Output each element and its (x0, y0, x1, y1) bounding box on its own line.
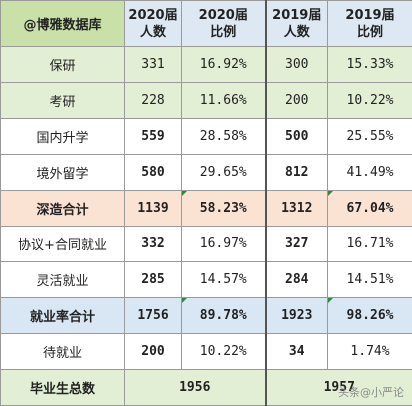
header-2019-count: 2019届 人数 (264, 0, 328, 48)
ratio-2019: 10.22% (327, 82, 412, 119)
ratio-2020: 89.78% (181, 297, 266, 335)
ratio-2020: 10.22% (181, 333, 266, 370)
header-2020-count: 2020届 人数 (124, 0, 182, 48)
row-label: 待就业 (0, 333, 125, 370)
ratio-2020: 16.92% (181, 46, 266, 83)
count-2020: 332 (124, 225, 182, 263)
row-label: 境外留学 (0, 153, 125, 191)
count-2020: 580 (124, 153, 182, 191)
header-row: @博雅数据库 2020届 人数 2020届 比例 2019届 人数 2019届 比例 (0, 0, 412, 48)
count-2019: 284 (264, 261, 328, 299)
table-row: 灵活就业 285 14.57% 284 14.51% (0, 261, 412, 299)
table-row: 境外留学 580 29.65% 812 41.49% (0, 153, 412, 191)
table-row: 就业率合计 1756 89.78% 1923 98.26% (0, 297, 412, 335)
count-2020: 228 (124, 82, 182, 119)
row-label: 考研 (0, 82, 125, 119)
count-2019: 500 (264, 117, 328, 155)
ratio-2019: 16.71% (327, 225, 412, 263)
header-2019-count-line2: 人数 (283, 24, 310, 40)
header-2019-ratio-line1: 2019届 (345, 7, 395, 23)
count-2020: 1139 (124, 189, 182, 227)
total-label: 毕业生总数 (0, 369, 125, 406)
ratio-2020: 29.65% (181, 153, 266, 191)
ratio-2020: 28.58% (181, 117, 266, 155)
count-2020: 1756 (124, 297, 182, 335)
header-2020-ratio-line1: 2020届 (198, 7, 248, 23)
ratio-2019: 41.49% (327, 153, 412, 191)
row-label: 国内升学 (0, 117, 125, 155)
header-2019-count-line1: 2019届 (272, 7, 322, 23)
ratio-2019: 67.04% (327, 189, 412, 227)
table-row: 待就业 200 10.22% 34 1.74% (0, 333, 412, 370)
count-2019: 300 (264, 46, 328, 83)
count-2019: 1923 (264, 297, 328, 335)
row-label: 保研 (0, 46, 125, 83)
row-label: 协议+合同就业 (0, 225, 125, 263)
total-2019: 1957 (264, 369, 412, 406)
ratio-2019: 98.26% (327, 297, 412, 335)
total-row: 毕业生总数 1956 1957 (0, 369, 412, 406)
ratio-2019: 14.51% (327, 261, 412, 299)
table-row: 深造合计 1139 58.23% 1312 67.04% (0, 189, 412, 227)
row-label: 就业率合计 (0, 297, 125, 335)
ratio-2019: 1.74% (327, 333, 412, 370)
ratio-2020: 16.97% (181, 225, 266, 263)
count-2019: 812 (264, 153, 328, 191)
header-2019-ratio: 2019届 比例 (327, 0, 412, 48)
total-2020: 1956 (124, 369, 266, 406)
watermark: 头条@小严论 (338, 386, 404, 399)
count-2019: 327 (264, 225, 328, 263)
table-row: 考研 228 11.66% 200 10.22% (0, 82, 412, 119)
count-2020: 200 (124, 333, 182, 370)
ratio-2019: 25.55% (327, 117, 412, 155)
header-label-cell: @博雅数据库 (0, 0, 125, 48)
count-2019: 34 (264, 333, 328, 370)
count-2020: 559 (124, 117, 182, 155)
header-2020-count-line1: 2020届 (128, 7, 178, 23)
ratio-2019: 15.33% (327, 46, 412, 83)
ratio-2020: 58.23% (181, 189, 266, 227)
count-2019: 1312 (264, 189, 328, 227)
header-2019-ratio-line2: 比例 (356, 24, 383, 40)
table-row: 保研 331 16.92% 300 15.33% (0, 46, 412, 83)
table-row: 国内升学 559 28.58% 500 25.55% (0, 117, 412, 155)
count-2020: 331 (124, 46, 182, 83)
header-2020-ratio: 2020届 比例 (181, 0, 266, 48)
row-label: 灵活就业 (0, 261, 125, 299)
count-2019: 200 (264, 82, 328, 119)
ratio-2020: 14.57% (181, 261, 266, 299)
ratio-2020: 11.66% (181, 82, 266, 119)
row-label: 深造合计 (0, 189, 125, 227)
header-2020-ratio-line2: 比例 (210, 24, 237, 40)
count-2020: 285 (124, 261, 182, 299)
header-2020-count-line2: 人数 (139, 24, 166, 40)
table-row: 协议+合同就业 332 16.97% 327 16.71% (0, 225, 412, 263)
